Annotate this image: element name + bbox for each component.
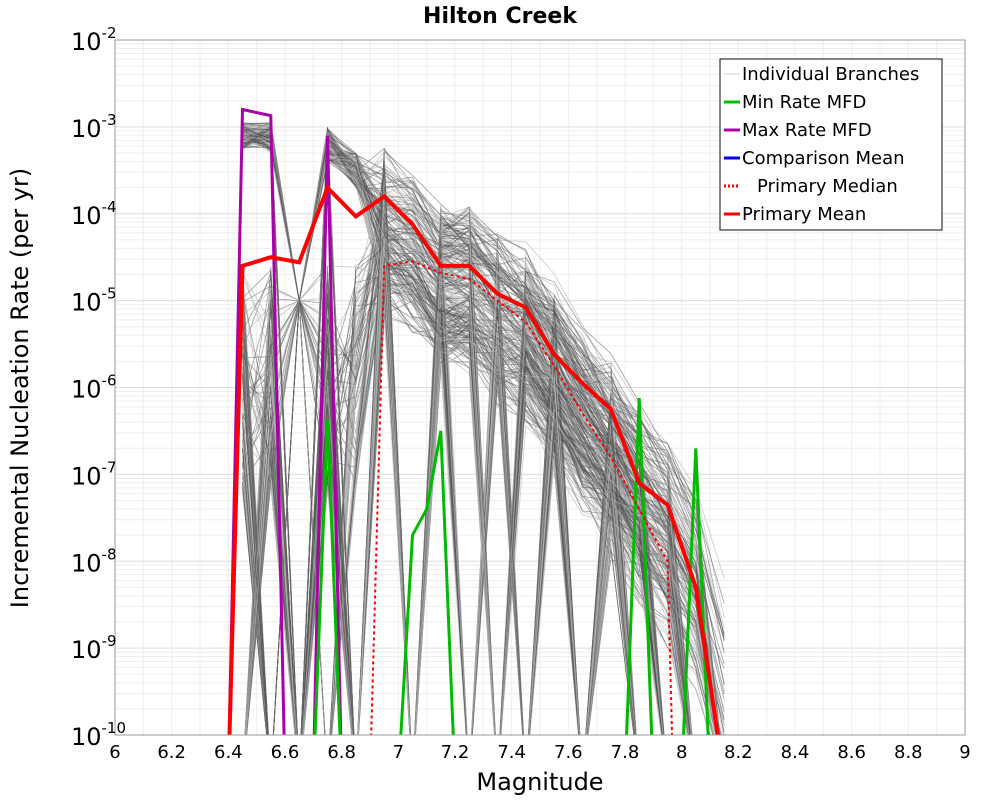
y-tick-label: 10-6 bbox=[71, 372, 117, 404]
chart-title: Hilton Creek bbox=[423, 4, 578, 29]
x-tick-label: 7.6 bbox=[554, 742, 583, 763]
x-tick-label: 9 bbox=[959, 742, 970, 763]
x-tick-label: 8.4 bbox=[781, 742, 810, 763]
x-tick-label: 7.4 bbox=[497, 742, 526, 763]
branch-line bbox=[357, 198, 725, 735]
y-tick-label: 10-4 bbox=[71, 198, 117, 230]
x-tick-label: 6.6 bbox=[271, 742, 300, 763]
y-tick-label: 10-7 bbox=[71, 458, 117, 490]
x-tick-label: 8.6 bbox=[837, 742, 866, 763]
x-tick-label: 7.8 bbox=[611, 742, 640, 763]
legend-label: Comparison Mean bbox=[742, 148, 905, 169]
plot-frame bbox=[114, 39, 966, 736]
branch-line bbox=[244, 271, 636, 735]
branch-line bbox=[242, 228, 719, 735]
y-tick-label: 10-10 bbox=[71, 719, 126, 751]
branch-line bbox=[242, 128, 721, 735]
branch-line bbox=[242, 205, 636, 735]
x-tick-label: 6.4 bbox=[214, 742, 243, 763]
x-tick-label: 8 bbox=[676, 742, 687, 763]
x-tick-label: 7 bbox=[393, 742, 404, 763]
legend-label: Primary Median bbox=[757, 176, 898, 197]
branch-line bbox=[242, 171, 637, 735]
y-tick-label: 10-3 bbox=[71, 111, 117, 143]
branch-line bbox=[246, 251, 636, 735]
y-axis-ticks: 10-2 10-3 10-4 10-5 10-6 10-7 10-8 10-9 10-10 bbox=[71, 24, 126, 751]
series-max-rate-mfd bbox=[227, 107, 343, 735]
y-tick-label: 10-2 bbox=[71, 24, 117, 56]
branch-line bbox=[242, 232, 719, 735]
branch-line bbox=[242, 210, 693, 735]
x-tick-label: 8.2 bbox=[724, 742, 753, 763]
x-tick-label: 6.8 bbox=[327, 742, 356, 763]
legend-box bbox=[719, 58, 943, 231]
branch-line bbox=[242, 283, 663, 735]
x-axis-ticks: 6 6.2 6.4 6.6 6.8 7 7.2 7.4 7.6 7.8 8 8.2 8.4 8.6 8.8 9 bbox=[109, 742, 970, 763]
x-tick-label: 6 bbox=[109, 742, 120, 763]
y-tick-label: 10-5 bbox=[71, 285, 117, 317]
branch-line bbox=[242, 125, 636, 735]
y-tick-label: 10-9 bbox=[71, 632, 117, 664]
series-layer bbox=[227, 107, 720, 735]
legend-label: Individual Branches bbox=[742, 64, 919, 85]
legend-label: Min Rate MFD bbox=[742, 92, 866, 113]
branch-line bbox=[242, 129, 636, 735]
series-min-rate-mfd bbox=[313, 397, 710, 735]
branch-line bbox=[357, 179, 637, 735]
branch-line bbox=[242, 245, 636, 735]
x-tick-label: 7.2 bbox=[441, 742, 470, 763]
x-tick-label: 8.8 bbox=[894, 742, 923, 763]
branch-line bbox=[357, 169, 725, 735]
y-tick-label: 10-8 bbox=[71, 545, 117, 577]
series-primary-mean bbox=[227, 184, 720, 735]
x-axis-label: Magnitude bbox=[476, 768, 603, 796]
legend-label: Max Rate MFD bbox=[742, 120, 872, 141]
legend: Individual Branches Min Rate MFD Max Rate … bbox=[719, 58, 943, 231]
x-tick-label: 6.2 bbox=[157, 742, 186, 763]
y-axis-label: Incremental Nucleation Rate (per yr) bbox=[6, 168, 34, 608]
series-primary-median bbox=[370, 260, 674, 735]
legend-label: Primary Mean bbox=[742, 204, 866, 225]
